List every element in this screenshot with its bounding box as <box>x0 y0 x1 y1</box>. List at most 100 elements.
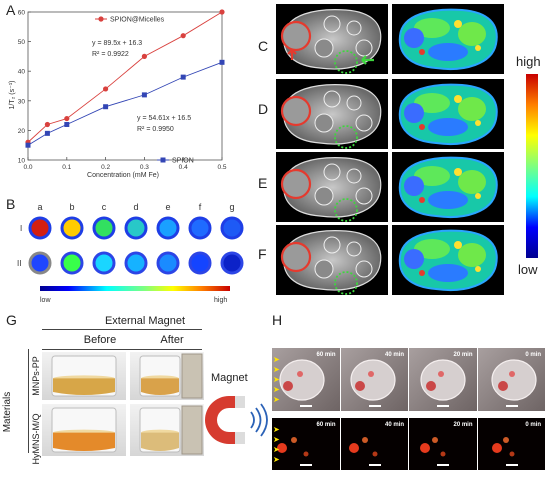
panel-label-d: D <box>258 101 269 117</box>
mri-grayscale-e <box>276 152 388 222</box>
time-label: 60 min <box>316 352 336 358</box>
mri-grayscale-d <box>276 79 388 149</box>
yellow-arrow-icon: ➤ <box>273 435 280 444</box>
row-label-mnps-pp: MNPs-PP <box>31 356 41 396</box>
column-label: b <box>69 202 74 212</box>
data-point-micelles <box>64 115 70 122</box>
series-line-micelles <box>27 11 223 143</box>
tumor-circle-red <box>280 20 312 52</box>
panel-label-b: B <box>6 196 16 212</box>
legend-marker-spion <box>160 157 166 163</box>
data-point-spion <box>219 59 225 65</box>
vial-mnps-after <box>130 352 204 400</box>
time-label: 40 min <box>384 352 404 358</box>
data-point-micelles <box>219 9 225 15</box>
scale-bar <box>437 464 450 466</box>
column-label: e <box>165 202 170 212</box>
data-point-spion <box>180 74 186 80</box>
tumor-circle-red <box>280 95 312 127</box>
phantom-dot-row1 <box>60 216 84 240</box>
y-tick-label: 40 <box>18 69 26 76</box>
phantom-scale-low: low <box>40 297 51 304</box>
phantom-dot-row1 <box>124 216 148 240</box>
brightfield-tile-0: 60 min ➤ ➤ ➤ ➤ ➤ <box>272 348 340 411</box>
column-label: c <box>102 202 107 212</box>
phantom-dot-row2 <box>60 251 84 275</box>
panel-label-f: F <box>258 246 267 262</box>
data-point-micelles <box>103 86 109 92</box>
x-tick-label: 0.5 <box>217 164 226 171</box>
time-label: 0 min <box>525 422 541 428</box>
panel-label-a: A <box>6 2 16 18</box>
yellow-arrow-icon: ➤ <box>273 375 280 384</box>
column-label: d <box>133 202 138 212</box>
scale-bar <box>505 405 518 407</box>
equation-micelles: y = 89.5x + 16.3 <box>92 40 142 47</box>
region-circle-green <box>334 271 358 295</box>
legend-marker-micelles <box>98 16 104 22</box>
mri-grayscale-f <box>276 225 388 295</box>
scale-bar <box>505 464 518 466</box>
y-axis-label: 1/T₂ (s⁻¹) <box>9 81 16 110</box>
vial-hymns-after <box>130 404 204 456</box>
time-label: 0 min <box>525 352 541 358</box>
yellow-arrow-icon: ➤ <box>273 425 280 434</box>
brightfield-tile-3: 0 min <box>477 348 545 411</box>
panel-label-c: C <box>258 38 269 54</box>
vial-hymns-before <box>42 404 126 456</box>
data-point-micelles <box>44 121 51 128</box>
materials-rule <box>28 349 29 453</box>
panel-label-e: E <box>258 175 268 191</box>
x-tick-label: 0.4 <box>179 164 188 171</box>
phantom-colorbar <box>40 286 230 291</box>
x-tick-label: 0.3 <box>140 164 149 171</box>
phantom-dot-row2 <box>156 251 180 275</box>
g-header-rule <box>42 329 202 330</box>
phantom-dot-row2 <box>124 251 148 275</box>
phantom-dot-row2 <box>188 251 212 275</box>
x-tick-label: 0.0 <box>23 164 32 171</box>
mri-colormap-f <box>392 225 504 295</box>
tumor-circle-red <box>280 241 312 273</box>
y-tick-label: 20 <box>18 128 26 135</box>
data-point-spion <box>44 130 50 136</box>
y-tick-label: 50 <box>18 39 26 46</box>
legend-label-spion: SPION <box>172 158 194 165</box>
colorbar-low-label: low <box>518 262 538 277</box>
row-label-i: I <box>20 224 22 233</box>
column-label: a <box>37 202 42 212</box>
phantom-dot-row2 <box>92 251 116 275</box>
panel-label-g: G <box>6 312 17 328</box>
phantom-dot-row1 <box>156 216 180 240</box>
y-tick-label: 30 <box>18 98 26 105</box>
after-label: After <box>160 334 184 346</box>
data-point-micelles <box>141 53 147 60</box>
phantom-dot-row2 <box>220 251 244 275</box>
yellow-arrow-icon: ➤ <box>273 395 280 404</box>
mri-colorbar <box>526 74 538 258</box>
series-line-spion <box>27 61 223 146</box>
materials-label: Materials <box>2 391 13 433</box>
fluorescence-tile-0: 60 min ➤ ➤ ➤ ➤ <box>272 418 340 470</box>
legend-label-micelles: SPION@Micelles <box>110 17 165 24</box>
plot-area <box>27 11 223 161</box>
x-axis-label: Concentration (mM Fe) <box>87 172 159 179</box>
phantom-scale-high: high <box>214 297 227 304</box>
tumor-circle-red <box>280 168 312 200</box>
yellow-arrow-icon: ➤ <box>273 365 280 374</box>
mri-grayscale-c <box>276 4 388 74</box>
scale-bar <box>300 405 313 407</box>
time-label: 40 min <box>384 422 404 428</box>
phantom-dot-row1 <box>188 216 212 240</box>
fluorescence-tile-1: 40 min <box>340 418 408 470</box>
brightfield-tile-1: 40 min <box>340 348 408 411</box>
phantom-dot-row1 <box>220 216 244 240</box>
mri-colormap-c <box>392 4 504 74</box>
colorbar-high-label: high <box>516 54 541 69</box>
phantom-dot-row2 <box>28 251 52 275</box>
data-point-spion <box>103 104 109 110</box>
data-point-spion <box>141 92 147 98</box>
time-label: 60 min <box>316 422 336 428</box>
r2-relaxivity-chart: 0.0 0.1 0.2 0.3 0.4 0.5 10 20 30 40 50 60 1/T₂ (s⁻¹… <box>9 9 227 179</box>
